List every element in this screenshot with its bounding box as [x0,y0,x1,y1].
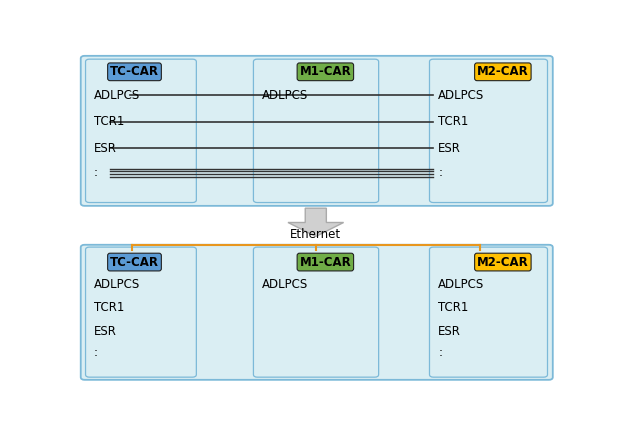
Polygon shape [288,208,344,236]
FancyBboxPatch shape [253,247,379,377]
Text: ESR: ESR [93,142,116,155]
FancyBboxPatch shape [85,247,196,377]
Text: ESR: ESR [438,325,461,338]
Text: :: : [93,166,98,179]
Text: ADLPCS: ADLPCS [262,278,308,291]
Text: :: : [438,166,442,179]
Text: M2-CAR: M2-CAR [477,65,529,78]
Text: :: : [93,346,98,359]
Text: TCR1: TCR1 [438,302,469,314]
Text: TCR1: TCR1 [438,115,469,128]
Text: TC-CAR: TC-CAR [110,256,159,269]
Text: ESR: ESR [438,142,461,155]
Text: ESR: ESR [93,325,116,338]
Text: ADLPCS: ADLPCS [438,89,485,102]
Text: ADLPCS: ADLPCS [262,89,308,102]
FancyBboxPatch shape [430,59,548,203]
FancyBboxPatch shape [430,247,548,377]
Text: M1-CAR: M1-CAR [300,65,351,78]
Text: ADLPCS: ADLPCS [93,278,140,291]
Text: Ethernet: Ethernet [290,228,341,241]
FancyBboxPatch shape [80,245,553,380]
Text: TCR1: TCR1 [93,115,124,128]
Text: :: : [438,346,442,359]
Text: ADLPCS: ADLPCS [438,278,485,291]
Text: TC-CAR: TC-CAR [110,65,159,78]
FancyBboxPatch shape [80,56,553,206]
Text: M2-CAR: M2-CAR [477,256,529,269]
Text: ADLPCS: ADLPCS [93,89,140,102]
Text: M1-CAR: M1-CAR [300,256,351,269]
FancyBboxPatch shape [253,59,379,203]
FancyBboxPatch shape [85,59,196,203]
Text: TCR1: TCR1 [93,302,124,314]
